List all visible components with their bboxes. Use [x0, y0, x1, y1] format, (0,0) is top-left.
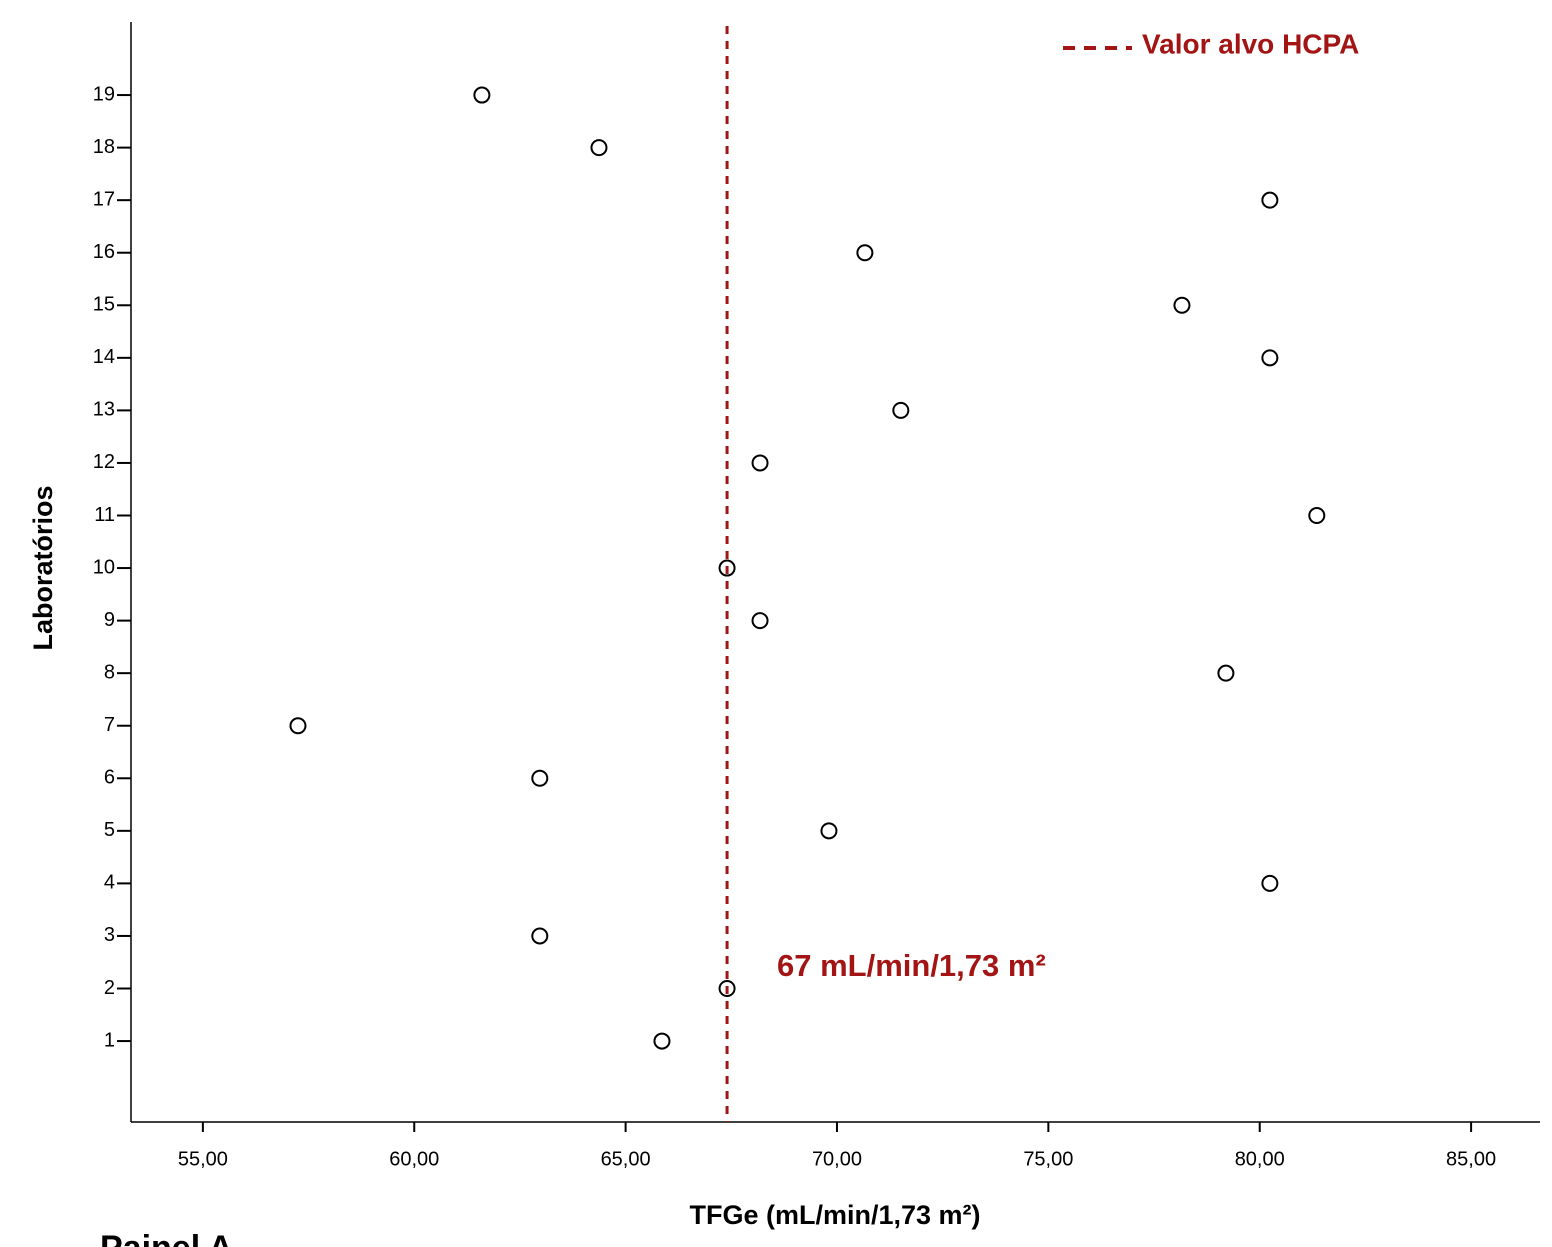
point: [718, 980, 736, 998]
point: [531, 769, 549, 787]
x-tick-label: 65,00: [601, 1148, 651, 1170]
y-tick-label: 15: [93, 294, 115, 316]
y-tick-label: 5: [104, 819, 115, 841]
point: [856, 244, 874, 262]
y-tick-label: 12: [93, 451, 115, 473]
y-tick-label: 17: [93, 188, 115, 210]
y-tick-label: 7: [104, 714, 115, 736]
point: [1217, 664, 1235, 682]
x-axis-title: TFGe (mL/min/1,73 m²): [689, 1200, 980, 1230]
y-tick-label: 4: [104, 872, 115, 894]
y-tick-label: 6: [104, 767, 115, 789]
point: [751, 612, 769, 630]
x-tick-label: 55,00: [178, 1148, 228, 1170]
point: [473, 86, 491, 104]
y-tick-label: 11: [94, 504, 115, 526]
point: [820, 822, 838, 840]
point: [1173, 296, 1191, 314]
x-tick-label: 85,00: [1446, 1148, 1496, 1170]
y-tick-label: 2: [104, 977, 115, 999]
x-tick-label: 80,00: [1235, 1148, 1285, 1170]
point: [653, 1032, 671, 1050]
x-tick-label: 70,00: [812, 1148, 862, 1170]
point: [289, 717, 307, 735]
point: [590, 139, 608, 157]
caption: Painel A: [100, 1229, 233, 1247]
point: [1261, 874, 1279, 892]
y-tick-label: 8: [104, 661, 115, 683]
y-tick-label: 19: [93, 83, 115, 105]
legend-label: Valor alvo HCPA: [1142, 28, 1359, 59]
point: [531, 927, 549, 945]
x-tick-label: 60,00: [389, 1148, 439, 1170]
y-tick-label: 16: [93, 241, 115, 263]
y-tick-label: 9: [104, 609, 115, 631]
point: [1308, 507, 1326, 525]
point: [718, 559, 736, 577]
y-tick-label: 13: [93, 399, 115, 421]
y-tick-label: 1: [104, 1029, 115, 1051]
y-tick-label: 3: [104, 924, 115, 946]
reference-label: 67 mL/min/1,73 m²: [777, 948, 1046, 983]
x-tick-label: 75,00: [1023, 1148, 1073, 1170]
point: [1261, 191, 1279, 209]
point: [892, 401, 910, 419]
y-tick-label: 10: [93, 556, 115, 578]
point: [751, 454, 769, 472]
y-tick-label: 14: [93, 346, 115, 368]
y-tick-label: 18: [93, 136, 115, 158]
point: [1261, 349, 1279, 367]
y-axis-title: Laboratórios: [28, 485, 58, 650]
